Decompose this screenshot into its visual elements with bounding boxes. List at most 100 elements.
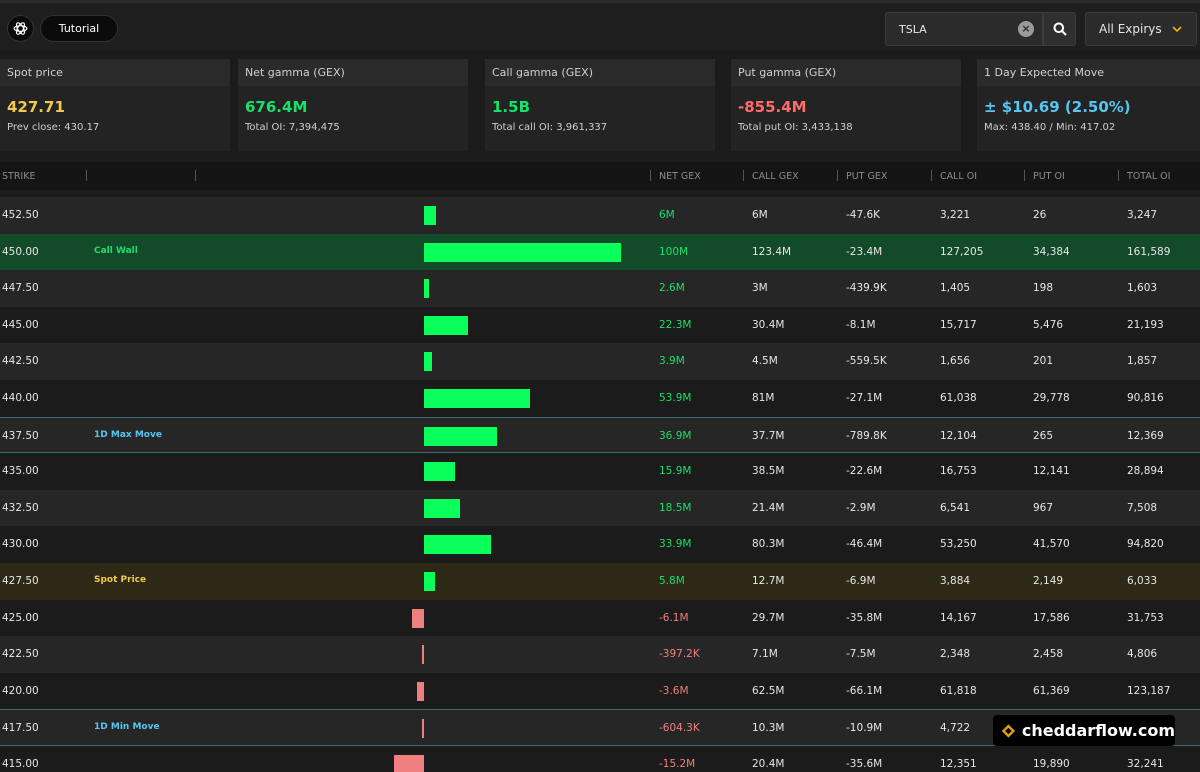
- cell-call-oi: 1,405: [940, 282, 971, 295]
- card-value: 676.4M: [245, 98, 308, 116]
- cell-net-gex: 2.6M: [659, 282, 685, 295]
- cell-put-oi: 17,586: [1033, 611, 1070, 624]
- table-row[interactable]: 427.50 5.8M 12.7M -6.9M 3,884 2,149 6,033 Spot …: [0, 563, 1200, 600]
- cell-net-gex: -397.2K: [659, 648, 700, 661]
- cell-call-gex: 21.4M: [752, 501, 785, 514]
- cell-call-oi: 12,104: [940, 429, 977, 442]
- table-row[interactable]: 452.50 6M 6M -47.6K 3,221 26 3,247: [0, 197, 1200, 234]
- cell-call-gex: 80.3M: [752, 538, 785, 551]
- cell-call-gex: 38.5M: [752, 465, 785, 478]
- cell-net-gex: 100M: [659, 245, 689, 258]
- table-row[interactable]: 430.00 33.9M 80.3M -46.4M 53,250 41,570 94,820: [0, 526, 1200, 563]
- header-put-oi[interactable]: PUT OI: [1033, 171, 1065, 182]
- cell-total-oi: 21,193: [1127, 318, 1164, 331]
- cheddarflow-logo-icon: [1001, 723, 1016, 738]
- cell-put-oi: 265: [1033, 429, 1054, 442]
- cell-put-gex: -47.6K: [846, 209, 881, 221]
- header-put-gex[interactable]: PUT GEX: [846, 171, 888, 182]
- table-header: STRIKE NET GEX CALL GEX PUT GEX CALL OI …: [0, 162, 1200, 190]
- table-row[interactable]: 440.00 53.9M 81M -27.1M 61,038 29,778 90,816: [0, 380, 1200, 417]
- cell-call-oi: 4,722: [940, 722, 971, 735]
- header-net-gex[interactable]: NET GEX: [659, 171, 701, 182]
- cell-call-oi: 14,167: [940, 611, 977, 624]
- cell-call-oi: 3,884: [940, 575, 971, 587]
- tutorial-button[interactable]: Tutorial: [40, 15, 118, 42]
- net-gex-bar: [424, 572, 436, 591]
- cell-total-oi: 6,033: [1127, 575, 1158, 587]
- ticker-search-box[interactable]: ×: [885, 12, 1043, 46]
- table-row[interactable]: 447.50 2.6M 3M -439.9K 1,405 198 1,603: [0, 270, 1200, 307]
- level-label: 1D Min Move: [94, 722, 160, 733]
- table-row[interactable]: 425.00 -6.1M 29.7M -35.8M 14,167 17,586 31,753: [0, 599, 1200, 637]
- card-title: Spot price: [0, 59, 230, 86]
- cell-call-gex: 10.3M: [752, 722, 785, 735]
- cell-net-gex: 6M: [659, 209, 675, 221]
- cell-call-gex: 3M: [752, 282, 768, 295]
- cell-total-oi: 3,247: [1127, 209, 1158, 221]
- cell-net-gex: 53.9M: [659, 392, 692, 404]
- cell-put-gex: -2.9M: [846, 501, 876, 514]
- column-divider: [195, 170, 196, 181]
- search-button[interactable]: [1043, 12, 1076, 46]
- card-net-gamma: Net gamma (GEX) 676.4M Total OI: 7,394,4…: [238, 59, 468, 151]
- table-row[interactable]: 420.00 -3.6M 62.5M -66.1M 61,818 61,369 123,18…: [0, 672, 1200, 710]
- table-row[interactable]: 445.00 22.3M 30.4M -8.1M 15,717 5,476 21,193: [0, 306, 1200, 344]
- header-call-gex[interactable]: CALL GEX: [752, 171, 799, 182]
- cell-call-oi: 61,818: [940, 684, 977, 697]
- cell-call-gex: 20.4M: [752, 758, 785, 770]
- ticker-search-input[interactable]: [899, 22, 1009, 36]
- cell-net-gex: -3.6M: [659, 684, 689, 697]
- table-row[interactable]: 435.00 15.9M 38.5M -22.6M 16,753 12,141 28,894: [0, 453, 1200, 490]
- level-label: 1D Max Move: [94, 429, 162, 440]
- cell-net-gex: 33.9M: [659, 538, 692, 551]
- cell-strike: 422.50: [2, 648, 39, 661]
- cell-net-gex: -6.1M: [659, 611, 689, 624]
- cell-put-gex: -27.1M: [846, 392, 883, 404]
- cell-call-oi: 15,717: [940, 318, 977, 331]
- table-row[interactable]: 442.50 3.9M 4.5M -559.5K 1,656 201 1,857: [0, 343, 1200, 380]
- net-gex-bar: [424, 389, 531, 408]
- cell-put-gex: -7.5M: [846, 648, 876, 661]
- cell-strike: 445.00: [2, 318, 39, 331]
- expiry-label: All Expirys: [1099, 22, 1162, 36]
- column-divider: [1118, 170, 1119, 181]
- cell-net-gex: -15.2M: [659, 758, 696, 770]
- expiry-dropdown[interactable]: All Expirys: [1085, 12, 1197, 46]
- card-value: 1.5B: [492, 98, 531, 116]
- cell-strike: 447.50: [2, 282, 39, 295]
- level-label: Spot Price: [94, 575, 147, 585]
- cell-strike: 452.50: [2, 209, 39, 221]
- cell-put-gex: -439.9K: [846, 282, 887, 295]
- table-row[interactable]: 415.00 -15.2M 20.4M -35.6M 12,351 19,890 32,24…: [0, 746, 1200, 772]
- net-gex-bar: [424, 352, 432, 372]
- cell-net-gex: 5.8M: [659, 575, 685, 587]
- card-spot-price: Spot price 427.71 Prev close: 430.17: [0, 59, 230, 151]
- net-gex-bar: [421, 645, 424, 665]
- header-call-oi[interactable]: CALL OI: [940, 171, 978, 182]
- cell-total-oi: 28,894: [1127, 465, 1164, 478]
- table-row[interactable]: 422.50 -397.2K 7.1M -7.5M 2,348 2,458 4,806: [0, 636, 1200, 673]
- cell-put-oi: 2,149: [1033, 575, 1064, 587]
- cell-strike: 435.00: [2, 465, 39, 478]
- card-subtext: Total call OI: 3,961,337: [492, 122, 608, 133]
- card-put-gamma: Put gamma (GEX) -855.4M Total put OI: 3,…: [731, 59, 961, 151]
- cell-call-oi: 6,541: [940, 501, 971, 514]
- column-divider: [837, 170, 838, 181]
- table-row[interactable]: 432.50 18.5M 21.4M -2.9M 6,541 967 7,508: [0, 489, 1200, 527]
- net-gex-bar: [411, 608, 424, 628]
- openai-logo-icon[interactable]: [7, 15, 34, 42]
- cell-call-gex: 81M: [752, 392, 775, 404]
- header-total-oi[interactable]: TOTAL OI: [1127, 171, 1171, 182]
- header-strike[interactable]: STRIKE: [2, 171, 36, 182]
- cell-put-gex: -66.1M: [846, 684, 883, 697]
- card-subtext: Prev close: 430.17: [7, 122, 100, 133]
- table-row[interactable]: 450.00 100M 123.4M -23.4M 127,205 34,384 161,5…: [0, 233, 1200, 271]
- level-label: Call Wall: [94, 245, 138, 256]
- net-gex-bar: [416, 681, 424, 701]
- cell-total-oi: 123,187: [1127, 684, 1171, 697]
- table-row[interactable]: 437.50 36.9M 37.7M -789.8K 12,104 265 12,369 1D…: [0, 416, 1200, 454]
- card-title: Put gamma (GEX): [731, 59, 961, 86]
- clear-icon[interactable]: ×: [1018, 21, 1034, 37]
- cell-put-gex: -6.9M: [846, 575, 876, 587]
- cell-put-oi: 198: [1033, 282, 1054, 295]
